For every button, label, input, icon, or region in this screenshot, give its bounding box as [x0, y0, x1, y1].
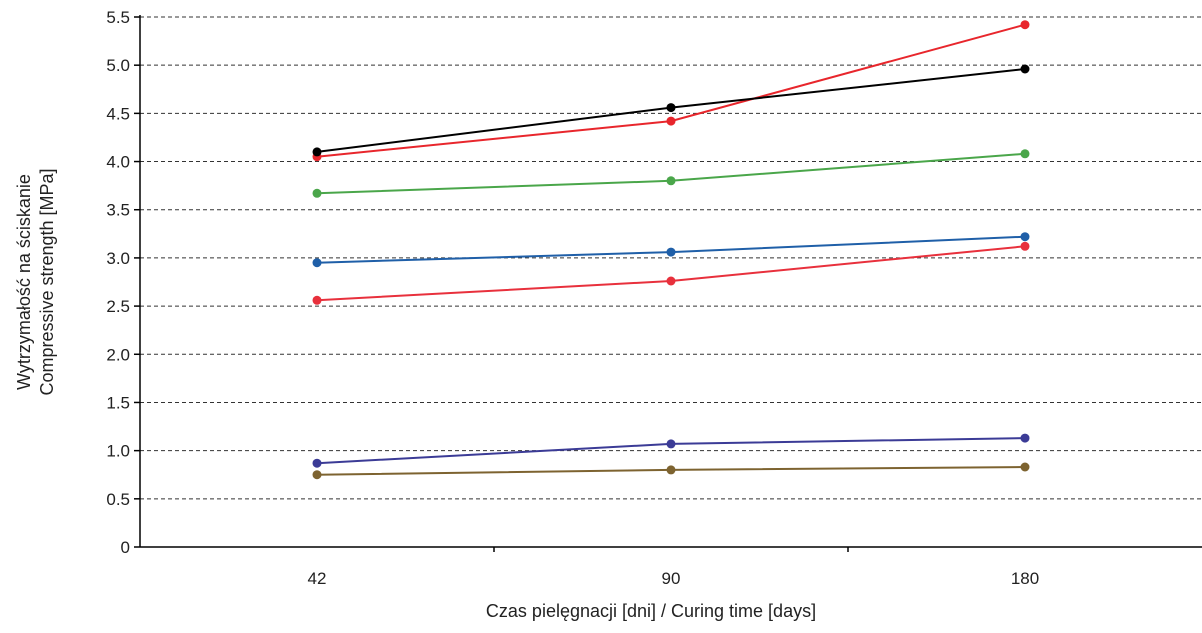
y-axis-title: Wytrzymałość na ściskanie Compressive st…: [14, 168, 57, 395]
data-point: [1020, 232, 1030, 242]
y-axis-title-line-2: Compressive strength [MPa]: [37, 168, 57, 395]
data-point: [1020, 20, 1030, 30]
data-point: [666, 103, 676, 113]
data-point: [666, 176, 676, 186]
data-point: [312, 258, 322, 268]
series-group: [312, 20, 1030, 480]
data-point: [1020, 241, 1030, 251]
y-tick-label: 0: [121, 538, 130, 557]
y-tick-label: 5.5: [106, 8, 130, 27]
x-tick-label: 90: [662, 569, 681, 588]
data-point: [312, 188, 322, 198]
data-point: [1020, 433, 1030, 443]
series-1: [312, 20, 1030, 162]
data-point: [666, 276, 676, 286]
data-point: [312, 147, 322, 157]
data-point: [1020, 149, 1030, 159]
y-tick-label: 4.0: [106, 153, 130, 172]
series-7: [312, 462, 1030, 480]
y-tick-label: 3.0: [106, 249, 130, 268]
y-tick-label: 3.5: [106, 201, 130, 220]
y-axis-title-line-1: Wytrzymałość na ściskanie: [14, 174, 34, 390]
data-point: [312, 458, 322, 468]
axes: [139, 15, 1202, 548]
y-tick-label: 5.0: [106, 56, 130, 75]
y-tick-label: 1.0: [106, 442, 130, 461]
x-tick-label: 42: [308, 569, 327, 588]
y-axis-ticks: 0 0.5 1.0 1.5 2.0 2.5 3.0 3.5 4.0 4.5 5.0 5.5: [106, 8, 140, 557]
data-point: [312, 295, 322, 305]
series-5: [312, 241, 1030, 305]
x-axis-title: Czas pielęgnacji [dni] / Curing time [da…: [486, 601, 816, 621]
x-tick-label: 180: [1011, 569, 1039, 588]
y-tick-label: 2.0: [106, 345, 130, 364]
y-tick-label: 2.5: [106, 297, 130, 316]
y-tick-label: 4.5: [106, 104, 130, 123]
series-4: [312, 232, 1030, 268]
series-6: [312, 433, 1030, 468]
x-axis-ticks: 42 90 180: [308, 547, 1039, 588]
data-point: [1020, 462, 1030, 472]
data-point: [666, 465, 676, 475]
series-line: [316, 23, 1026, 158]
grid-lines: [140, 16, 1202, 500]
data-point: [666, 247, 676, 257]
data-point: [1020, 64, 1030, 74]
data-point: [666, 116, 676, 126]
data-point: [312, 470, 322, 480]
series-line: [316, 152, 1026, 195]
series-3: [312, 149, 1030, 198]
series-2: [312, 64, 1030, 157]
data-point: [666, 439, 676, 449]
y-tick-label: 1.5: [106, 393, 130, 412]
y-tick-label: 0.5: [106, 490, 130, 509]
